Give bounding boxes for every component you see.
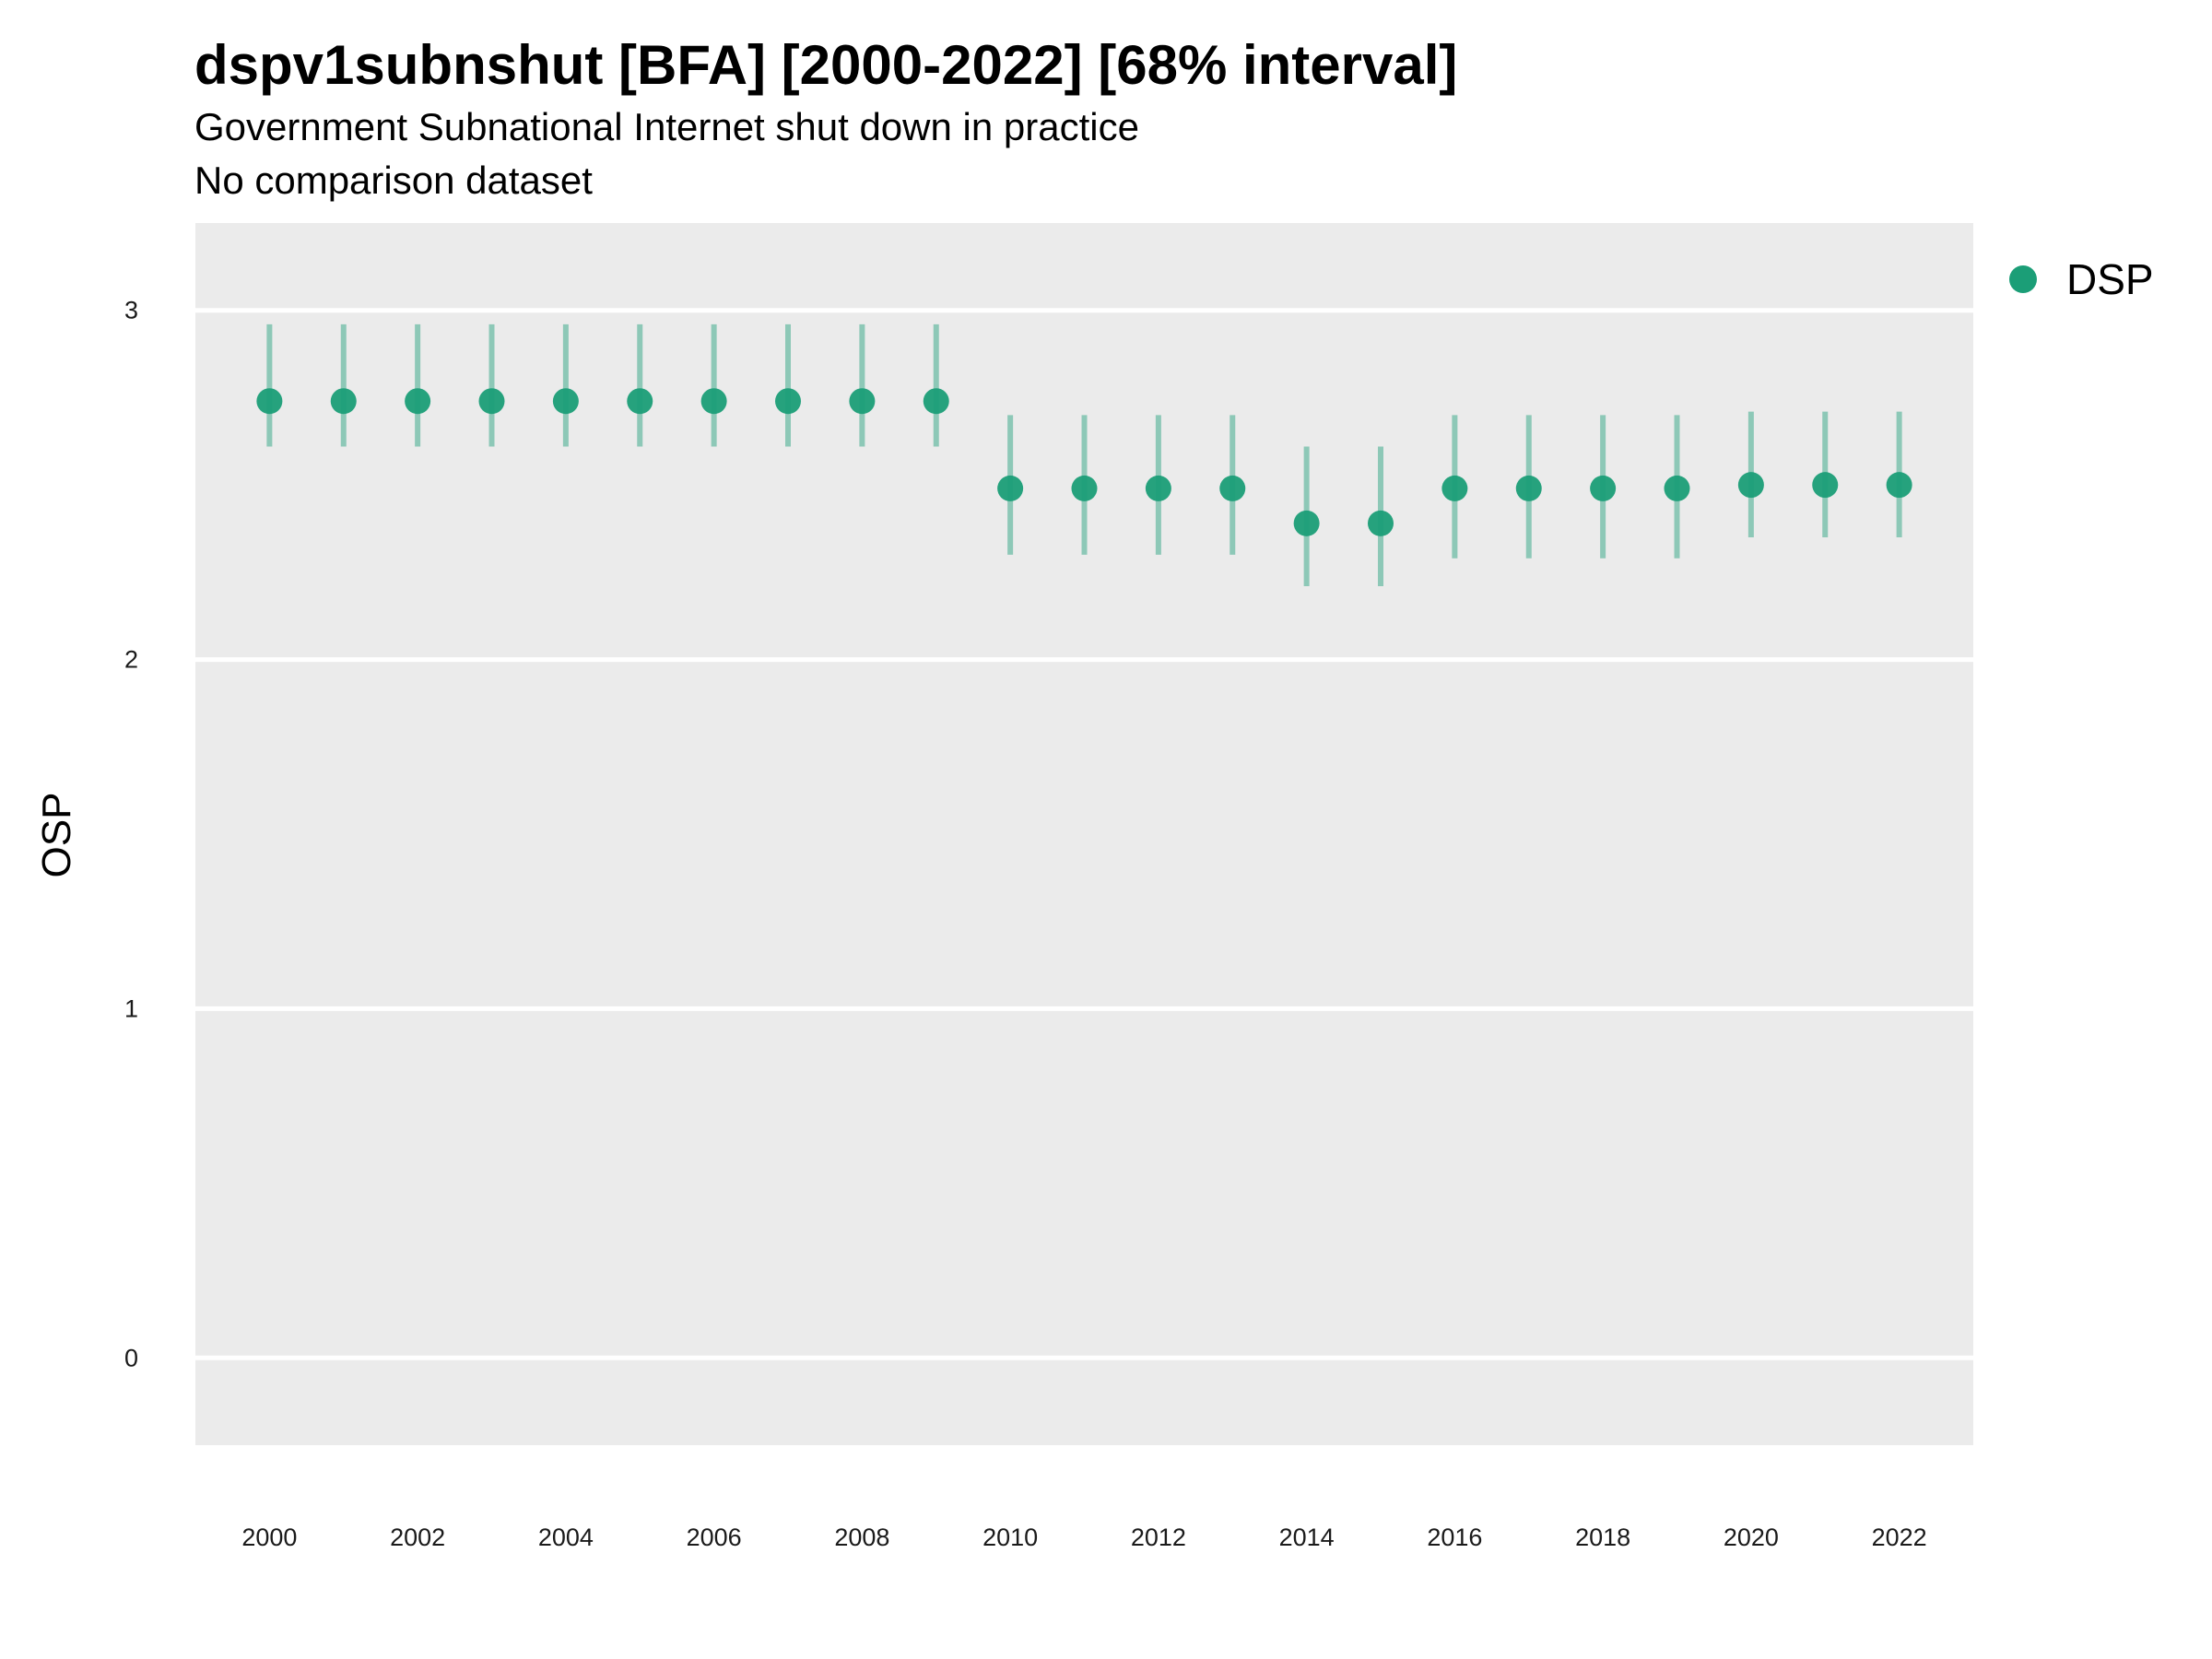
x-tick-label: 2008 (834, 1524, 889, 1551)
x-tick-label: 2016 (1427, 1524, 1482, 1551)
chart-title: dspv1subnshut [BFA] [2000-2022] [68% int… (194, 34, 1458, 96)
x-tick-label: 2014 (1279, 1524, 1335, 1551)
data-point (1368, 510, 1394, 536)
data-point (552, 388, 579, 415)
data-point (700, 388, 727, 415)
data-point (1886, 472, 1912, 499)
data-point (997, 475, 1024, 501)
x-tick-label: 2012 (1131, 1524, 1186, 1551)
legend-marker-dsp (2009, 265, 2037, 293)
grid-lines (195, 308, 1973, 1360)
x-tick-label: 2004 (538, 1524, 594, 1551)
data-points (256, 388, 1912, 536)
data-point (1590, 475, 1617, 501)
data-point (1219, 475, 1246, 501)
data-point (256, 388, 283, 415)
data-point (1664, 475, 1690, 501)
data-point (849, 388, 876, 415)
y-tick-label: 0 (124, 1344, 138, 1371)
data-point (1812, 472, 1839, 499)
data-point (1293, 510, 1320, 536)
y-axis-ticks: 0 1 2 3 (124, 297, 138, 1372)
legend: DSP (2009, 254, 2154, 304)
data-point (775, 388, 801, 415)
chart-caption: No comparison dataset (194, 159, 593, 202)
data-point (405, 388, 431, 415)
plot-panel (195, 223, 1973, 1445)
data-point (478, 388, 505, 415)
data-point (330, 388, 357, 415)
legend-label-dsp: DSP (2066, 255, 2154, 303)
data-point (627, 388, 653, 415)
y-tick-label: 1 (124, 994, 138, 1022)
y-tick-label: 2 (124, 646, 138, 674)
x-tick-label: 2022 (1872, 1524, 1927, 1551)
x-tick-label: 2010 (982, 1524, 1038, 1551)
data-point (1145, 475, 1171, 501)
data-point (1515, 475, 1542, 501)
y-tick-label: 3 (124, 297, 138, 324)
x-tick-label: 2018 (1575, 1524, 1630, 1551)
chart-subtitle: Government Subnational Internet shut dow… (194, 105, 1139, 148)
x-tick-label: 2020 (1724, 1524, 1779, 1551)
x-tick-label: 2006 (687, 1524, 742, 1551)
x-axis-ticks: 2000 2002 2004 2006 2008 2010 2012 2014 2016 2018… (241, 1524, 1926, 1551)
data-point (1737, 472, 1764, 499)
x-tick-label: 2000 (241, 1524, 297, 1551)
data-point (1071, 475, 1098, 501)
data-point (1441, 475, 1468, 501)
x-tick-label: 2002 (390, 1524, 445, 1551)
data-point (923, 388, 949, 415)
